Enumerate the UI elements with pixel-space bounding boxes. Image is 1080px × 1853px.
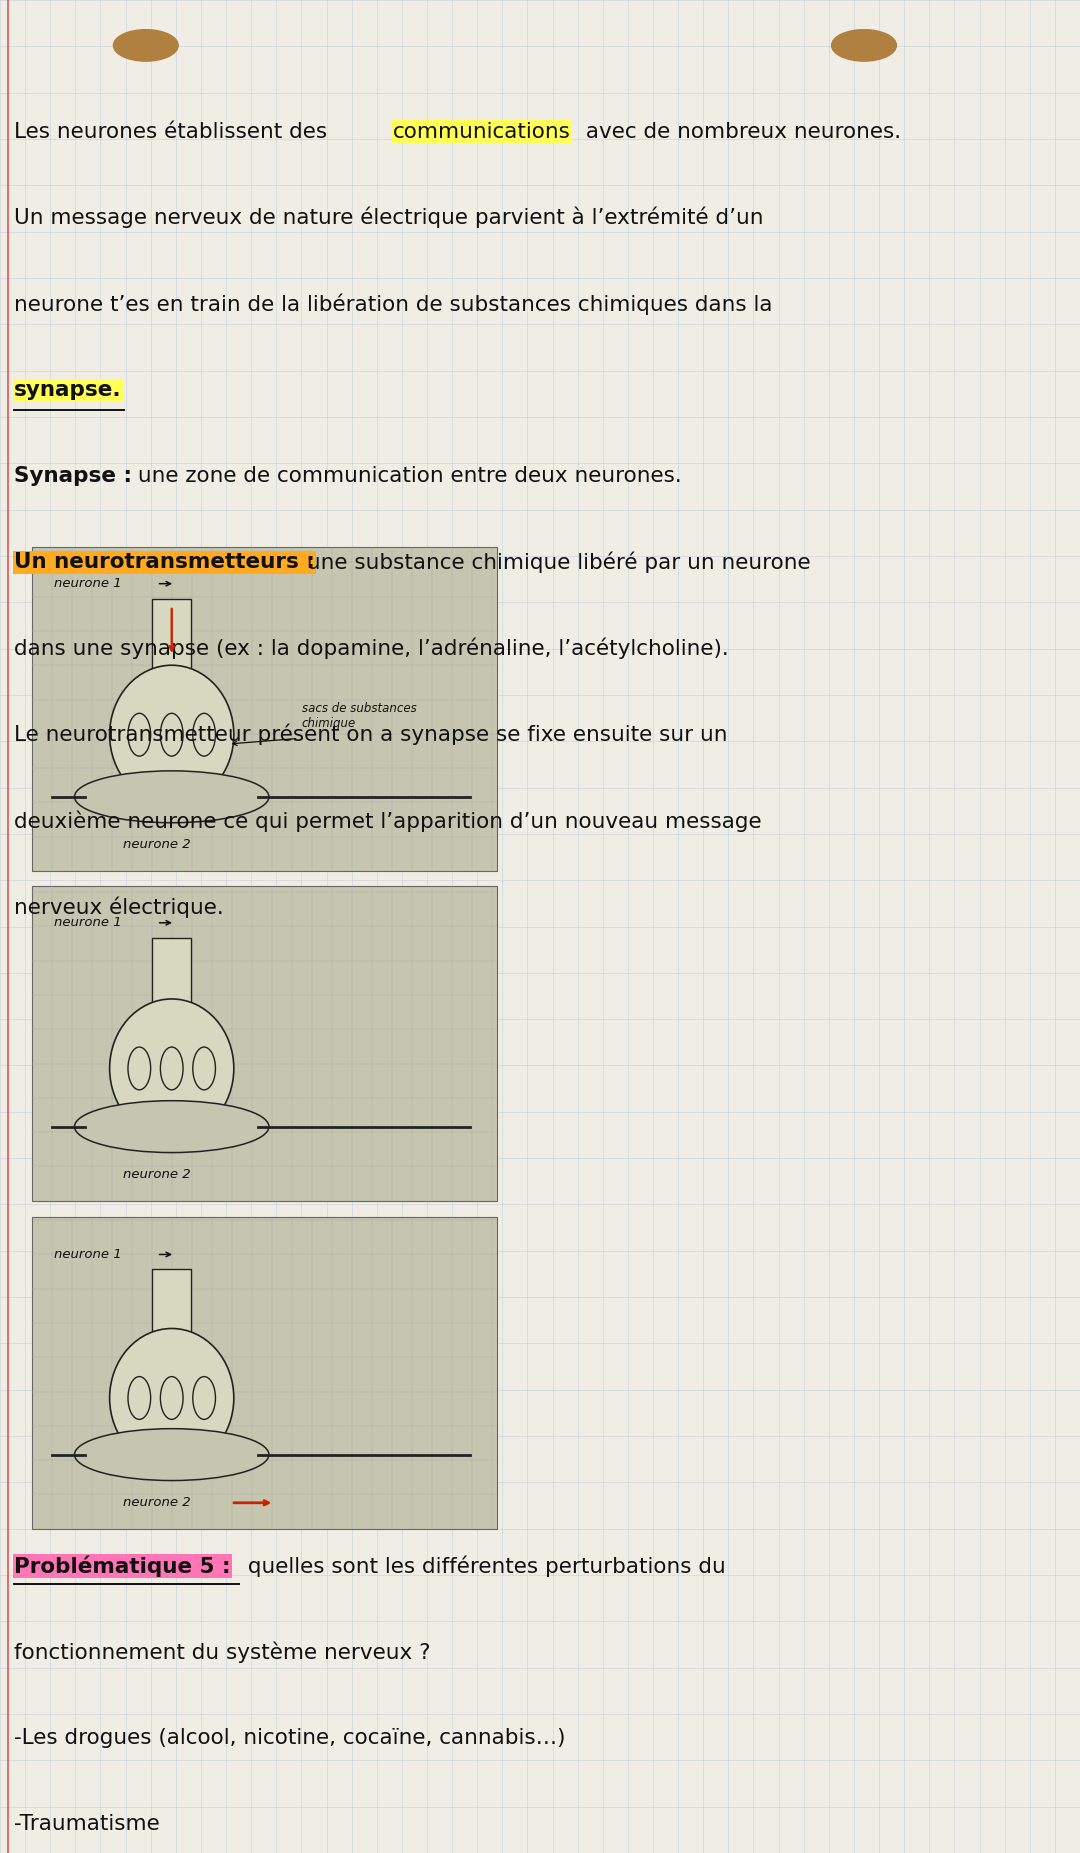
Text: Un message nerveux de nature électrique parvient à l’extrémité d’un: Un message nerveux de nature électrique … xyxy=(14,208,764,228)
Text: quelles sont les différentes perturbations du: quelles sont les différentes perturbatio… xyxy=(241,1555,726,1577)
Text: une zone de communication entre deux neurones.: une zone de communication entre deux neu… xyxy=(131,467,681,485)
Text: avec de nombreux neurones.: avec de nombreux neurones. xyxy=(579,122,901,141)
Text: -Les drogues (alcool, nicotine, cocaïne, cannabis…): -Les drogues (alcool, nicotine, cocaïne,… xyxy=(14,1729,566,1747)
FancyBboxPatch shape xyxy=(152,1269,191,1340)
FancyBboxPatch shape xyxy=(152,599,191,669)
Text: Le neurotransmetteur présent on a synapse se fixe ensuite sur un: Le neurotransmetteur présent on a synaps… xyxy=(14,725,728,745)
Ellipse shape xyxy=(110,665,233,804)
Text: deuxième neurone ce qui permet l’apparition d’un nouveau message: deuxième neurone ce qui permet l’apparit… xyxy=(14,810,761,832)
Text: Problématique 5 :: Problématique 5 : xyxy=(14,1555,230,1577)
Text: communications: communications xyxy=(393,122,571,141)
FancyBboxPatch shape xyxy=(32,547,497,871)
Ellipse shape xyxy=(832,30,896,61)
Text: nerveux électrique.: nerveux électrique. xyxy=(14,897,224,917)
Text: synapse.: synapse. xyxy=(14,380,122,400)
FancyBboxPatch shape xyxy=(152,938,191,1008)
Text: neurone 2: neurone 2 xyxy=(123,1495,191,1510)
Text: Les neurones établissent des: Les neurones établissent des xyxy=(14,122,334,141)
Text: neurone 2: neurone 2 xyxy=(123,1167,191,1182)
FancyBboxPatch shape xyxy=(32,886,497,1201)
Text: neurone 1: neurone 1 xyxy=(54,915,122,930)
Text: fonctionnement du système nerveux ?: fonctionnement du système nerveux ? xyxy=(14,1642,431,1662)
Text: Synapse :: Synapse : xyxy=(14,467,132,485)
FancyBboxPatch shape xyxy=(32,1217,497,1529)
Text: -Traumatisme: -Traumatisme xyxy=(14,1814,160,1834)
Text: dans une synapse (ex : la dopamine, l’adrénaline, l’acétylcholine).: dans une synapse (ex : la dopamine, l’ad… xyxy=(14,637,729,660)
Text: neurone 1: neurone 1 xyxy=(54,1247,122,1262)
Text: neurone t’es en train de la libération de substances chimiques dans la: neurone t’es en train de la libération d… xyxy=(14,293,772,315)
Ellipse shape xyxy=(110,1329,233,1468)
Text: Un neurotransmetteurs :: Un neurotransmetteurs : xyxy=(14,552,315,573)
Ellipse shape xyxy=(75,1101,269,1153)
Ellipse shape xyxy=(75,771,269,823)
Text: neurone 2: neurone 2 xyxy=(123,838,191,852)
Ellipse shape xyxy=(75,1429,269,1481)
Text: neurone 1: neurone 1 xyxy=(54,576,122,591)
Ellipse shape xyxy=(113,30,178,61)
Text: une substance chimique libéré par un neurone: une substance chimique libéré par un neu… xyxy=(300,552,811,573)
Text: sacs de substances
chimique: sacs de substances chimique xyxy=(301,702,417,730)
Ellipse shape xyxy=(110,999,233,1138)
